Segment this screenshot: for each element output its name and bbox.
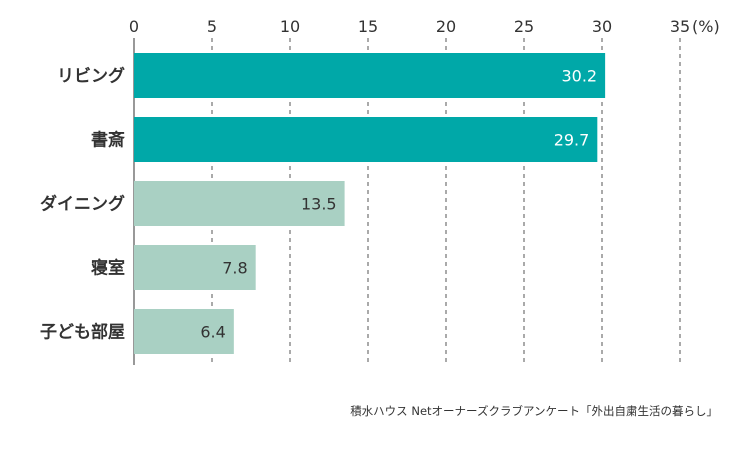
value-label: 6.4 bbox=[200, 323, 225, 342]
bar bbox=[134, 245, 256, 290]
bar bbox=[134, 53, 606, 98]
category-label: 子ども部屋 bbox=[40, 322, 125, 343]
category-label: ダイニング bbox=[40, 194, 125, 215]
bar bbox=[134, 181, 345, 226]
value-label: 30.2 bbox=[561, 67, 597, 86]
category-label: リビング bbox=[57, 66, 125, 87]
x-tick-label: 15 bbox=[358, 17, 378, 36]
category-label: 寝室 bbox=[91, 258, 125, 279]
value-label: 13.5 bbox=[301, 195, 337, 214]
x-tick-label: 25 bbox=[514, 17, 534, 36]
labels: 0 5 10 15 20 25 30 35 (%) リビング 30.2 書斎 29.7 ダイニング 13.5… bbox=[40, 17, 720, 343]
x-tick-label: 5 bbox=[207, 17, 217, 36]
x-tick-label: 10 bbox=[280, 17, 300, 36]
x-tick-label: 0 bbox=[129, 17, 139, 36]
value-label: 7.8 bbox=[222, 259, 247, 278]
source-note: 積水ハウス Netオーナーズクラブアンケート「外出自粛生活の暮らし」 bbox=[350, 404, 718, 418]
unit-label: (%) bbox=[692, 17, 720, 36]
bar bbox=[134, 117, 598, 162]
value-label: 29.7 bbox=[554, 131, 590, 150]
bars bbox=[134, 53, 606, 354]
x-tick-label: 20 bbox=[436, 17, 456, 36]
x-tick-label: 35 bbox=[670, 17, 690, 36]
x-tick-label: 30 bbox=[592, 17, 612, 36]
bar bbox=[134, 309, 234, 354]
category-label: 書斎 bbox=[91, 130, 125, 151]
